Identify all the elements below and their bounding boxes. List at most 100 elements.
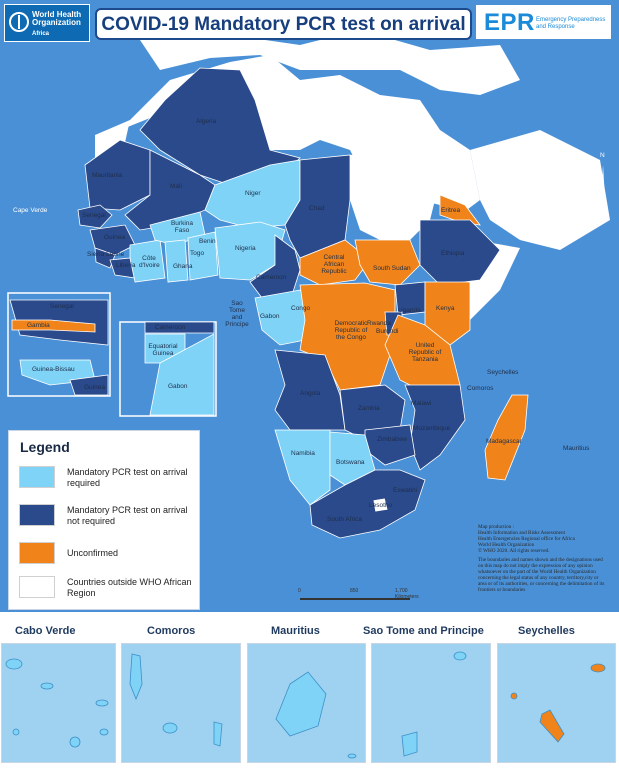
malawi-mozambique-shape	[404, 384, 466, 471]
inset-title: Comoros	[147, 625, 196, 637]
who-logo: World Health Organization Africa	[4, 4, 90, 42]
label-comoros: Comoros	[467, 385, 494, 392]
label-nigeria: Nigeria	[235, 245, 256, 252]
ethiopia-shape	[419, 219, 501, 286]
sudan-outside	[350, 150, 440, 240]
ghana-shape	[164, 239, 189, 283]
label-eritrea: Eritrea	[441, 207, 461, 214]
cote-divoire-shape	[129, 239, 166, 283]
label-ethiopia: Ethiopia	[441, 250, 465, 257]
gabon-inset-land	[149, 333, 215, 416]
label-kenya: Kenya	[436, 305, 455, 312]
map-disclaimer: The boundaries and names shown and the d…	[478, 557, 605, 593]
inset-title: Cabo Verde	[15, 625, 76, 637]
label-liberia: Liberia	[116, 262, 136, 269]
label-ghana: Ghana	[173, 263, 193, 270]
inset-title: Mauritius	[271, 625, 320, 637]
label-sierra-leone: Sierra Leone	[87, 251, 125, 258]
label-gambia-inset: Gambia	[27, 322, 50, 329]
label-cote-divoire: Côte d'Ivoire	[139, 255, 160, 269]
inset-title: Sao Tome and Principe	[363, 625, 484, 637]
namibia-shape	[274, 429, 331, 506]
label-mauritania: Mauritania	[92, 172, 123, 179]
label-botswana: Botswana	[336, 459, 365, 466]
legend-swatch	[19, 504, 55, 526]
label-eq-guinea-inset: Equatorial Guinea	[148, 343, 178, 357]
title-box: COVID-19 Mandatory PCR test on arrival	[95, 8, 472, 40]
label-mauritius: Mauritius	[563, 445, 590, 452]
page-title: COVID-19 Mandatory PCR test on arrival	[101, 14, 466, 35]
who-logo-text: World Health Organization	[32, 10, 82, 27]
sao-tome-islands	[401, 651, 467, 757]
label-niger: Niger	[245, 190, 261, 197]
label-guinea: Guinea	[104, 234, 125, 241]
compass-icon	[600, 165, 606, 215]
label-guinea-bissau-inset: Guinea-Bissau	[32, 366, 75, 373]
scale-bar: 0 850 1,700 Kilometers	[295, 588, 419, 608]
europe-outside	[140, 30, 520, 95]
epr-logo-subtitle: Emergency Preparedness and Response	[536, 17, 606, 30]
inset-title: Seychelles	[518, 625, 575, 637]
legend-item: Mandatory PCR test on arrival not requir…	[19, 503, 199, 529]
legend-label: Countries outside WHO African Region	[67, 577, 192, 598]
label-lesotho: Lesotho	[369, 502, 393, 509]
epr-logo: EPR Emergency Preparedness and Response	[476, 5, 611, 39]
label-eswatini: Eswatini	[393, 487, 418, 494]
seychelles-islands	[510, 663, 606, 743]
who-logo-region: Africa	[32, 31, 50, 37]
inset-map-cabo-verde	[1, 643, 116, 763]
label-guinea-inset: Guinea	[84, 384, 105, 391]
label-tanzania: United Republic of Tanzania	[408, 342, 442, 363]
label-mali: Mali	[170, 183, 182, 190]
madagascar-shape	[484, 394, 529, 481]
label-togo: Togo	[190, 250, 205, 257]
label-drc: Democratic Republic of the Congo	[334, 320, 368, 341]
label-uganda: Uganda	[398, 307, 421, 314]
legend-title: Legend	[20, 439, 70, 455]
map-credits: Map production : Health Information and …	[478, 524, 608, 596]
legend-swatch	[19, 542, 55, 564]
label-south-africa: South Africa	[327, 516, 363, 523]
label-congo: Congo	[291, 305, 311, 312]
label-senegal: Senegal	[82, 212, 106, 219]
label-namibia: Namibia	[291, 450, 315, 457]
senegal-shape	[77, 204, 113, 229]
sierra-leone-shape	[94, 247, 116, 269]
guinea-inset-land	[69, 374, 109, 396]
globe-icon	[9, 12, 29, 32]
label-rwanda: Rwanda	[367, 320, 391, 327]
label-malawi: Malawi	[411, 400, 432, 407]
label-chad: Chad	[309, 205, 325, 212]
label-zambia: Zambia	[358, 405, 380, 412]
legend-label: Mandatory PCR test on arrival required	[67, 467, 188, 488]
gambia-inset-land	[11, 319, 96, 333]
legend-label: Mandatory PCR test on arrival not requir…	[67, 505, 188, 526]
label-mozambique: Mozambique	[413, 425, 451, 432]
africa-map	[7, 30, 610, 539]
cabo-verde-islands	[5, 658, 109, 748]
inset-map-comoros	[121, 643, 241, 763]
map-frame: Algeria Mauritania Mali Niger Chad Seneg…	[0, 0, 619, 612]
kenya-shape	[424, 281, 471, 346]
comoros-islands	[129, 653, 223, 747]
label-cape-verde: Cape Verde	[13, 207, 48, 214]
label-algeria: Algeria	[196, 118, 217, 125]
zimbabwe-shape	[364, 424, 416, 466]
scale-tick: 1,700 Kilometers	[395, 588, 419, 600]
label-zimbabwe: Zimbabwe	[377, 436, 407, 443]
compass-north-label: N	[600, 152, 605, 159]
label-gabon: Gabon	[260, 313, 280, 320]
label-cameroon-inset: Cameroon	[155, 324, 186, 331]
arabia-outside	[470, 130, 610, 250]
label-car: Central African Republic	[321, 254, 347, 275]
togo-benin-shape	[187, 231, 219, 281]
legend-label: Unconfirmed	[67, 548, 119, 558]
label-burkina: Burkina Faso	[170, 220, 194, 234]
inset-map-sao-tome	[371, 643, 491, 763]
inset-map-seychelles	[497, 643, 616, 763]
legend-item: Countries outside WHO African Region	[19, 575, 199, 601]
legend-item: Mandatory PCR test on arrival required	[19, 465, 199, 491]
inset-map-mauritius	[247, 643, 366, 763]
label-cameroon: Cameroon	[256, 274, 287, 281]
label-madagascar: Madagascar	[486, 438, 522, 445]
